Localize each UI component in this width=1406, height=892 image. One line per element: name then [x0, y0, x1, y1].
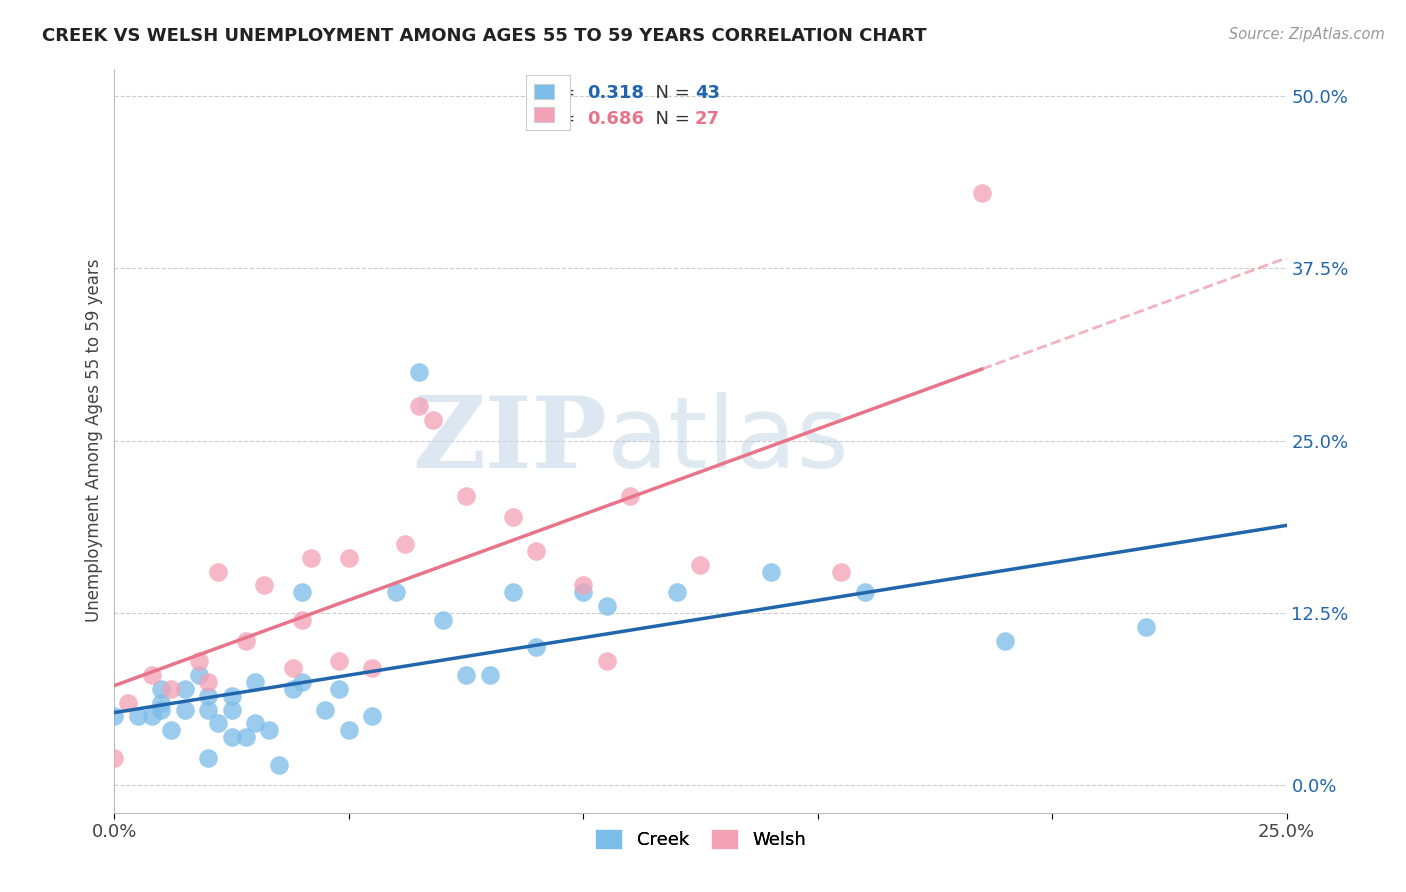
Point — [596, 654, 619, 668]
Point — [502, 509, 524, 524]
Point — [408, 365, 430, 379]
Text: atlas: atlas — [607, 392, 848, 489]
Point — [103, 751, 125, 765]
Point — [150, 696, 173, 710]
Point — [970, 186, 993, 200]
Point — [291, 613, 314, 627]
Point — [243, 675, 266, 690]
Legend: Creek, Welsh: Creek, Welsh — [588, 822, 813, 856]
Point — [197, 689, 219, 703]
Point — [337, 550, 360, 565]
Point — [526, 544, 548, 558]
Point — [432, 613, 454, 627]
Point — [173, 702, 195, 716]
Point — [666, 585, 689, 599]
Point — [299, 550, 322, 565]
Point — [422, 413, 444, 427]
Point — [759, 565, 782, 579]
Text: N =: N = — [644, 84, 696, 102]
Y-axis label: Unemployment Among Ages 55 to 59 years: Unemployment Among Ages 55 to 59 years — [86, 259, 103, 623]
Point — [159, 681, 181, 696]
Point — [314, 702, 336, 716]
Point — [384, 585, 406, 599]
Point — [291, 675, 314, 690]
Point — [235, 730, 257, 744]
Point — [187, 668, 209, 682]
Point — [207, 565, 229, 579]
Point — [281, 661, 304, 675]
Point — [337, 723, 360, 738]
Point — [830, 565, 852, 579]
Point — [478, 668, 501, 682]
Point — [526, 640, 548, 655]
Point — [596, 599, 619, 614]
Point — [1135, 620, 1157, 634]
Point — [454, 668, 477, 682]
Point — [267, 757, 290, 772]
Point — [572, 585, 595, 599]
Point — [173, 681, 195, 696]
Point — [328, 654, 350, 668]
Point — [150, 681, 173, 696]
Point — [361, 709, 384, 723]
Point — [127, 709, 149, 723]
Point — [572, 578, 595, 592]
Point — [141, 709, 163, 723]
Text: 0.686: 0.686 — [586, 110, 644, 128]
Text: 27: 27 — [695, 110, 720, 128]
Point — [454, 489, 477, 503]
Point — [243, 716, 266, 731]
Point — [235, 633, 257, 648]
Point — [853, 585, 876, 599]
Point — [291, 585, 314, 599]
Point — [117, 696, 139, 710]
Point — [394, 537, 416, 551]
Point — [187, 654, 209, 668]
Point — [159, 723, 181, 738]
Point — [221, 689, 243, 703]
Point — [221, 702, 243, 716]
Point — [103, 709, 125, 723]
Point — [150, 702, 173, 716]
Text: CREEK VS WELSH UNEMPLOYMENT AMONG AGES 55 TO 59 YEARS CORRELATION CHART: CREEK VS WELSH UNEMPLOYMENT AMONG AGES 5… — [42, 27, 927, 45]
Point — [257, 723, 280, 738]
Point — [281, 681, 304, 696]
Point — [207, 716, 229, 731]
Text: R =: R = — [543, 84, 581, 102]
Point — [141, 668, 163, 682]
Point — [994, 633, 1017, 648]
Point — [502, 585, 524, 599]
Text: N =: N = — [644, 110, 696, 128]
Point — [253, 578, 276, 592]
Point — [689, 558, 711, 572]
Text: 0.318: 0.318 — [586, 84, 644, 102]
Text: 43: 43 — [695, 84, 720, 102]
Point — [619, 489, 641, 503]
Point — [361, 661, 384, 675]
Point — [197, 751, 219, 765]
Point — [221, 730, 243, 744]
Point — [408, 399, 430, 413]
Point — [197, 675, 219, 690]
Text: R =: R = — [543, 110, 581, 128]
Text: ZIP: ZIP — [412, 392, 607, 489]
Point — [328, 681, 350, 696]
Text: Source: ZipAtlas.com: Source: ZipAtlas.com — [1229, 27, 1385, 42]
Point — [197, 702, 219, 716]
